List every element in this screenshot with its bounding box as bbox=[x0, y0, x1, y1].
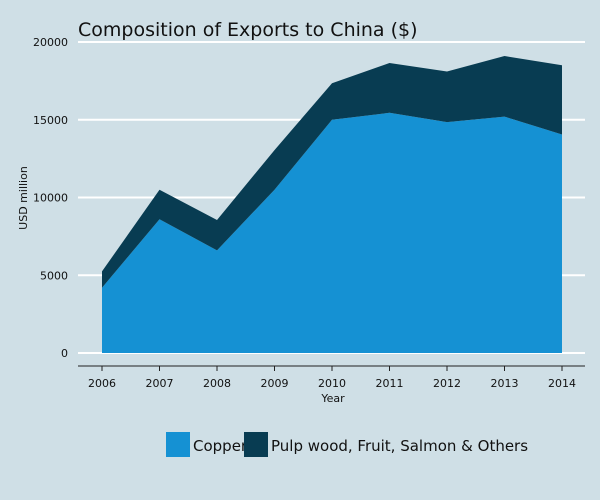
x-tick-label-2008: 2008 bbox=[203, 377, 231, 390]
x-tick-label-2010: 2010 bbox=[318, 377, 346, 390]
legend: Copper Pulp wood, Fruit, Salmon & Others bbox=[166, 432, 528, 457]
area-series-group bbox=[102, 56, 562, 353]
x-tick-label-2014: 2014 bbox=[548, 377, 576, 390]
area-series-1 bbox=[102, 56, 562, 288]
y-axis: 0 5000 10000 15000 20000 bbox=[33, 36, 68, 360]
x-tick-label-2012: 2012 bbox=[433, 377, 461, 390]
x-tick-label-2006: 2006 bbox=[88, 377, 116, 390]
x-tick-label-2013: 2013 bbox=[491, 377, 519, 390]
y-tick-label-10000: 10000 bbox=[33, 192, 68, 205]
y-tick-label-0: 0 bbox=[61, 347, 68, 360]
y-tick-label-5000: 5000 bbox=[40, 269, 68, 282]
x-axis: 2006 2007 2008 2009 2010 2011 2012 2013 2014 bbox=[78, 365, 585, 390]
legend-swatch-others bbox=[244, 432, 268, 457]
x-tick-label-2011: 2011 bbox=[376, 377, 404, 390]
legend-label-others: Pulp wood, Fruit, Salmon & Others bbox=[271, 437, 528, 455]
x-tick-label-2009: 2009 bbox=[261, 377, 289, 390]
legend-swatch-copper bbox=[166, 432, 190, 457]
y-axis-label: USD million bbox=[17, 166, 30, 230]
x-tick-label-2007: 2007 bbox=[146, 377, 174, 390]
legend-label-copper: Copper bbox=[193, 437, 248, 455]
chart-title: Composition of Exports to China ($) bbox=[78, 19, 418, 41]
y-tick-label-15000: 15000 bbox=[33, 114, 68, 127]
area-series-0 bbox=[102, 112, 562, 353]
y-tick-label-20000: 20000 bbox=[33, 36, 68, 49]
x-axis-label: Year bbox=[320, 392, 345, 405]
